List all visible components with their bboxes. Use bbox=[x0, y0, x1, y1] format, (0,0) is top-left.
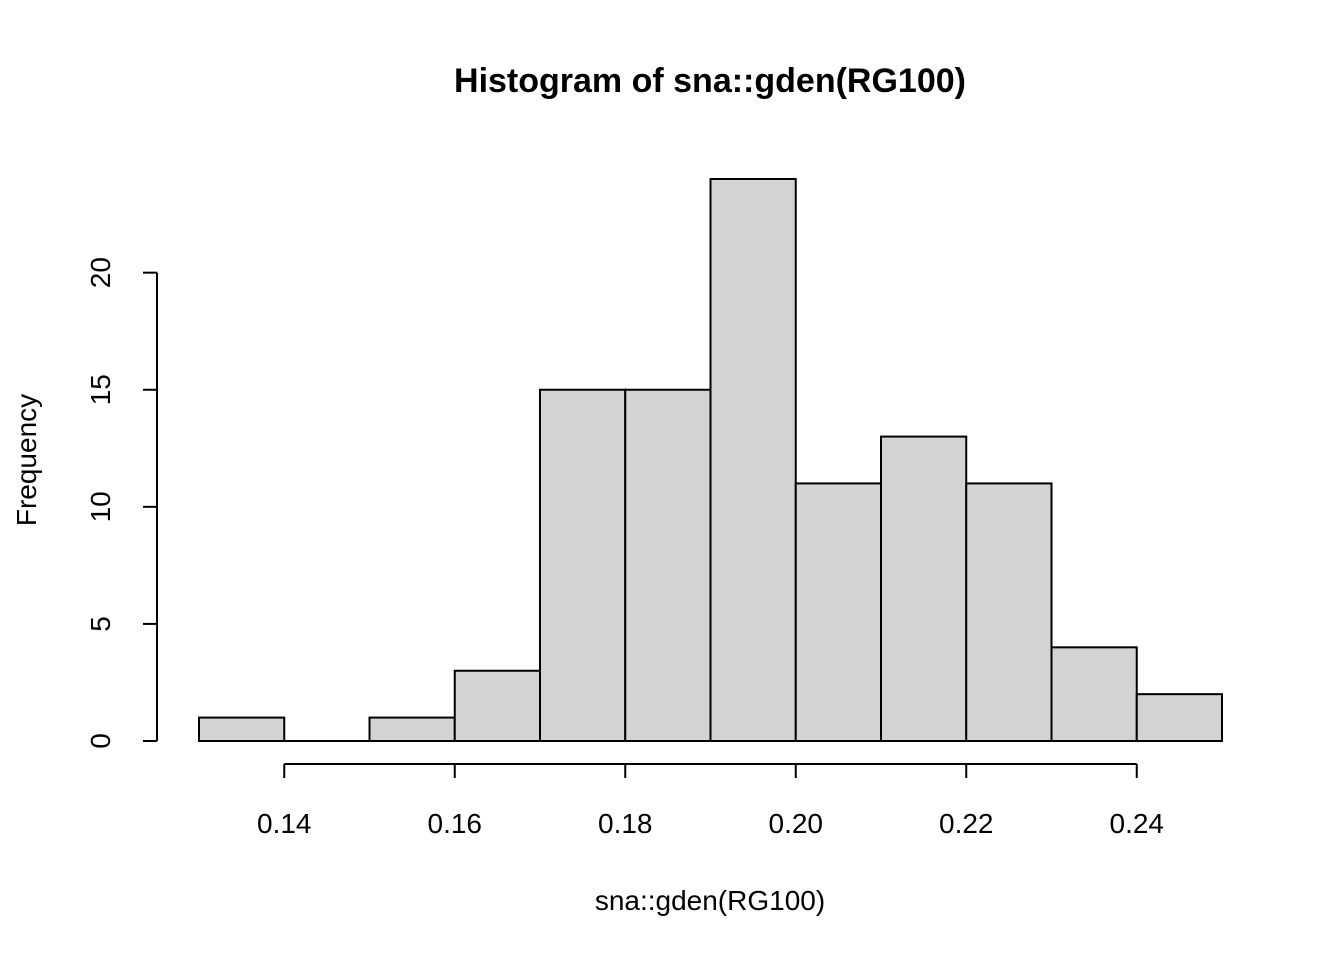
x-tick-label: 0.24 bbox=[1110, 808, 1165, 839]
x-tick-label: 0.16 bbox=[428, 808, 483, 839]
x-tick-label: 0.22 bbox=[939, 808, 994, 839]
y-tick-label: 10 bbox=[85, 491, 116, 522]
y-tick-label: 5 bbox=[85, 616, 116, 632]
histogram-bar bbox=[1135, 693, 1223, 743]
histogram-bar bbox=[880, 435, 968, 742]
x-tick-label: 0.14 bbox=[257, 808, 312, 839]
chart-title: Histogram of sna::gden(RG100) bbox=[454, 62, 966, 100]
y-axis: 0 5 10 15 20 bbox=[85, 257, 158, 749]
histogram-bar bbox=[965, 482, 1053, 742]
histogram-bar bbox=[709, 178, 797, 742]
histogram-bar bbox=[539, 388, 627, 742]
histogram-bar bbox=[1050, 646, 1138, 742]
x-tick-label: 0.18 bbox=[598, 808, 653, 839]
histogram-bar bbox=[794, 482, 882, 742]
y-tick-label: 15 bbox=[85, 374, 116, 405]
histogram-bar bbox=[624, 388, 712, 742]
x-tick-label: 0.20 bbox=[769, 808, 824, 839]
x-axis: 0.14 0.16 0.18 0.20 0.22 0.24 bbox=[257, 763, 1165, 839]
y-tick-label: 0 bbox=[85, 733, 116, 749]
histogram-bar bbox=[368, 716, 456, 742]
histogram-bar bbox=[453, 669, 541, 742]
y-axis-label: Frequency bbox=[11, 394, 42, 526]
y-tick-label: 20 bbox=[85, 257, 116, 288]
histogram-bar bbox=[198, 716, 286, 742]
x-axis-label: sna::gden(RG100) bbox=[595, 885, 825, 916]
bars-group bbox=[198, 178, 1223, 743]
